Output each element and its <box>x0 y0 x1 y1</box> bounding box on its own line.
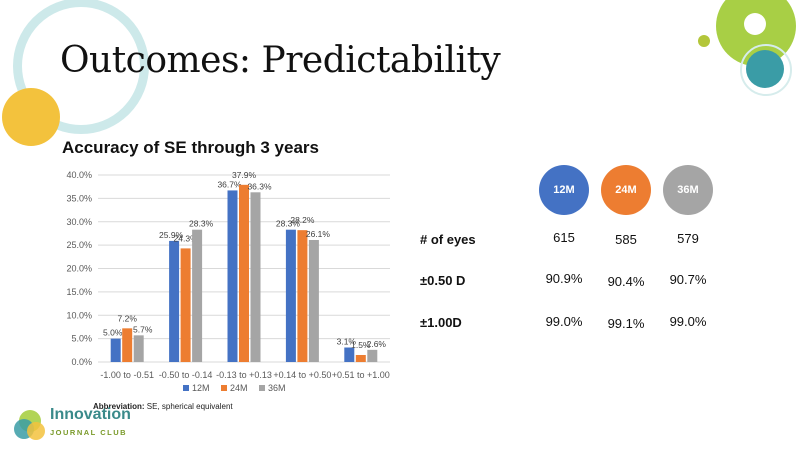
legend-swatch-36m <box>259 385 265 391</box>
x-tick-label: -0.50 to -0.14 <box>159 370 213 380</box>
bar-12m <box>285 229 296 362</box>
abbreviation-text: SE, spherical equivalent <box>144 402 233 411</box>
cell-050d-36m: 90.7% <box>669 272 707 287</box>
abbreviation-note: Abbreviation: SE, spherical equivalent <box>93 402 233 411</box>
data-label: 2.6% <box>367 339 387 349</box>
data-label: 26.1% <box>306 229 331 239</box>
data-label: 3.1% <box>337 337 357 347</box>
decor-circle-teal <box>746 50 784 88</box>
cell-100d-24m: 99.1% <box>607 316 645 331</box>
bar-24m <box>122 328 133 362</box>
column-badge-36m: 36M <box>663 165 713 215</box>
x-tick-label: +0.14 to +0.50 <box>273 370 331 380</box>
decor-ring-teal <box>740 44 792 96</box>
cell-eyes-36m: 579 <box>677 231 699 246</box>
y-tick-label: 10.0% <box>66 310 92 320</box>
y-tick-label: 15.0% <box>66 287 92 297</box>
row-label-050d: ±0.50 D <box>420 273 466 288</box>
legend-label-12m: 12M <box>192 383 210 393</box>
cell-050d-24m: 90.4% <box>607 274 645 289</box>
bar-24m <box>239 184 249 362</box>
data-label: 37.9% <box>232 170 257 180</box>
logo-text-journal-club: JOURNAL CLUB <box>50 428 128 437</box>
x-tick-label: -1.00 to -0.51 <box>100 370 154 380</box>
data-label: 7.2% <box>118 313 138 323</box>
bar-24m <box>355 354 366 362</box>
decor-dot-olive <box>698 35 710 47</box>
cell-eyes-12m: 615 <box>553 230 575 245</box>
y-tick-label: 5.0% <box>71 334 92 344</box>
data-label: 25.9% <box>159 230 184 240</box>
column-badge-24m: 24M <box>601 165 651 215</box>
column-badge-12m: 12M <box>539 165 589 215</box>
data-label: 5.7% <box>133 324 153 334</box>
bar-36m <box>308 239 319 362</box>
row-label-100d: ±1.00D <box>420 315 462 330</box>
bar-36m <box>367 349 378 362</box>
innovation-logo-icon <box>14 410 45 440</box>
data-label: 28.2% <box>290 215 315 225</box>
legend-label-36m: 36M <box>268 383 286 393</box>
cell-eyes-24m: 585 <box>615 232 637 247</box>
x-tick-label: -0.13 to +0.13 <box>216 370 272 380</box>
y-tick-label: 35.0% <box>66 193 92 203</box>
cell-100d-12m: 99.0% <box>545 314 583 329</box>
decor-ring-top-left <box>13 0 149 134</box>
cell-100d-36m: 99.0% <box>669 314 707 329</box>
legend-label-24m: 24M <box>230 383 248 393</box>
y-tick-label: 40.0% <box>66 170 92 180</box>
data-label: 28.3% <box>189 219 214 229</box>
bar-12m <box>110 338 121 362</box>
bar-36m <box>133 335 144 362</box>
data-label: 1.5% <box>351 340 371 350</box>
row-label-eyes: # of eyes <box>420 232 476 247</box>
data-label: 28.3% <box>276 219 301 229</box>
chart-subtitle: Accuracy of SE through 3 years <box>62 138 319 157</box>
y-tick-label: 25.0% <box>66 240 92 250</box>
abbreviation-label: Abbreviation: <box>93 402 145 411</box>
decor-circle-yellow <box>2 88 60 146</box>
page-title: Outcomes: Predictability <box>60 40 501 81</box>
bar-36m <box>192 229 203 362</box>
logo-text-innovation: Innovation <box>50 406 131 423</box>
data-label: 36.3% <box>247 181 272 191</box>
decor-dot-white <box>744 13 766 35</box>
x-tick-label: +0.51 to +1.00 <box>332 370 390 380</box>
bar-12m <box>169 240 180 362</box>
legend-swatch-12m <box>183 385 189 391</box>
cell-050d-12m: 90.9% <box>545 271 583 286</box>
bar-36m <box>250 192 261 362</box>
y-tick-label: 0.0% <box>71 357 92 367</box>
y-tick-label: 20.0% <box>66 264 92 274</box>
bar-12m <box>344 347 355 362</box>
legend-swatch-24m <box>221 385 227 391</box>
data-label: 5.0% <box>103 328 123 338</box>
y-tick-label: 30.0% <box>66 217 92 227</box>
data-label: 36.7% <box>217 179 242 189</box>
bar-chart: 0.0% 5.0% 10.0% 15.0% 20.0% 25.0% 30.0% 35.0% 40… <box>66 170 390 393</box>
data-label: 24.3% <box>174 233 199 243</box>
bar-12m <box>227 190 238 362</box>
bar-24m <box>297 230 308 362</box>
bar-24m <box>180 248 191 362</box>
